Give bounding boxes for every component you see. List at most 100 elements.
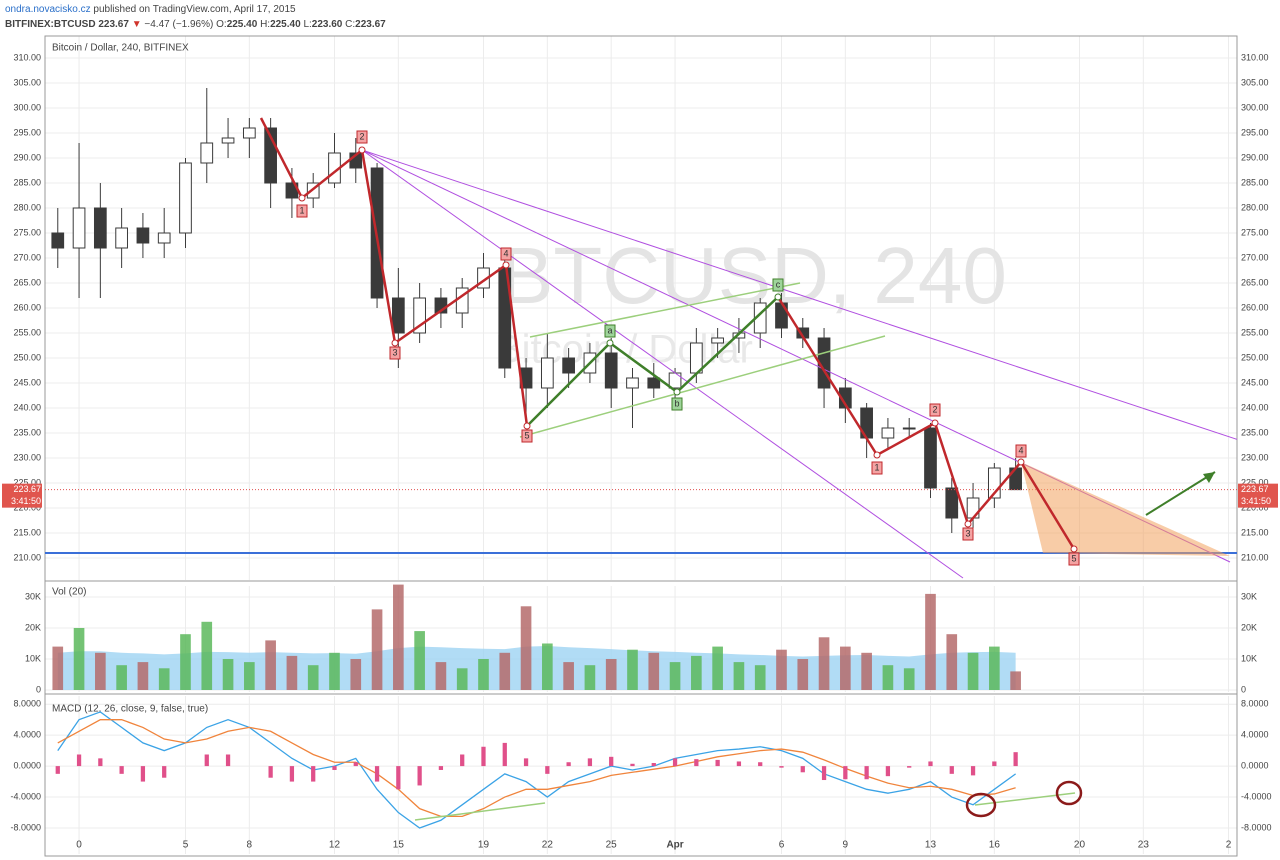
volume-bar [989, 646, 1000, 690]
volume-bar [52, 646, 64, 690]
volume-bar [903, 668, 915, 690]
y-tick-label: 290.00 [1241, 152, 1269, 162]
panes [44, 35, 1238, 857]
histogram-bar [907, 766, 912, 768]
y-tick-label: 4.0000 [13, 730, 41, 740]
channel-line [519, 335, 886, 438]
x-tick-label: 0 [76, 840, 82, 851]
volume-bar [73, 627, 85, 690]
histogram-bar [76, 754, 82, 767]
histogram-bar [758, 762, 763, 767]
volume-bar [627, 649, 638, 690]
wave-label: 2 [359, 131, 364, 141]
frame [44, 35, 1238, 857]
wave-point [502, 261, 510, 269]
y-tick-label: 230.00 [13, 452, 41, 462]
volume-bar [818, 637, 830, 690]
y-tick-label: 295.00 [1241, 127, 1269, 137]
histogram-bar [225, 754, 231, 767]
candle-body [391, 297, 405, 334]
y-tick-label: 245.00 [1241, 377, 1269, 387]
arrow-line [1145, 471, 1216, 516]
histogram-bar [821, 766, 827, 781]
highlight [1055, 780, 1083, 806]
histogram-bar [438, 766, 444, 770]
volume-bar [180, 634, 191, 690]
histogram-bar [374, 766, 380, 782]
y-tick-label: 290.00 [13, 152, 41, 162]
wave-label-box [1015, 444, 1027, 458]
y-tick-label: -4.0000 [10, 791, 41, 801]
down-arrow: ▼ [132, 19, 142, 30]
volume-bar [137, 662, 149, 690]
y-tick-label: 4.0000 [1241, 730, 1269, 740]
macd [55, 711, 1083, 829]
x-tick-label: 20 [1074, 840, 1086, 851]
pane-title: Vol (20) [52, 587, 86, 598]
candle-body [413, 297, 426, 334]
drawings: 1 2 3 4 5 1 2 3 4 5 a b c [259, 117, 1237, 579]
histogram-bar [55, 766, 60, 774]
y-tick-label: 265.00 [1241, 277, 1269, 287]
wave-point [964, 520, 972, 528]
symbol: BITFINEX:BTCUSD [5, 19, 96, 30]
wave-label: 1 [874, 462, 879, 472]
y-tick-label: 225.00 [1241, 477, 1269, 487]
wave-line [259, 117, 529, 427]
volume-bar [435, 662, 447, 690]
symbol-line: BITFINEX:BTCUSD 223.67 ▼ −4.47 (−1.96%) … [5, 19, 386, 30]
candle-body [604, 352, 618, 389]
x-tick-label: 9 [843, 840, 849, 851]
candle-body [136, 227, 150, 244]
volume-bar [712, 646, 723, 690]
projection-area [1021, 462, 1230, 556]
histogram-bar [140, 766, 146, 782]
l-label: L: [303, 19, 311, 30]
x-tick-label: 19 [478, 840, 490, 851]
h-label: H: [260, 19, 270, 30]
histogram-bar [268, 766, 273, 778]
author[interactable]: ondra.novacisko.cz [5, 4, 91, 15]
header-line: ondra.novacisko.cz published on TradingV… [5, 4, 296, 15]
histogram-bar [715, 759, 720, 767]
y-tick-label: 235.00 [13, 427, 41, 437]
y-tick-label: -4.0000 [1241, 791, 1272, 801]
y-tick-label: 250.00 [13, 352, 41, 362]
volume-bar [967, 652, 979, 690]
candle-body [157, 232, 171, 244]
histogram-bar [651, 763, 656, 767]
volume-bar [499, 652, 511, 690]
y-tick-label: 30K [1241, 591, 1257, 601]
candle-body [72, 207, 86, 249]
highlight [965, 792, 997, 818]
histogram-bar [289, 766, 295, 782]
y-tick-label: 240.00 [1241, 402, 1269, 412]
y-tick-label: 260.00 [13, 302, 41, 312]
y-tick-label: -8.0000 [1241, 822, 1272, 832]
wave-label-box [500, 247, 512, 261]
y-tick-label: 30K [25, 591, 41, 601]
countdown: 3:41:50 [11, 496, 41, 506]
volume-bar [691, 655, 702, 690]
y-tick-label: 255.00 [1241, 327, 1269, 337]
volume-bar [201, 621, 213, 690]
x-tick-label: 5 [183, 840, 189, 851]
volume-bar [307, 665, 319, 690]
published: published on TradingView.com, April 17, … [93, 4, 296, 15]
volume-bar [286, 655, 298, 690]
y-tick-label: 310.00 [1241, 52, 1269, 62]
volume-bar [520, 606, 532, 690]
y-tick-label: 0.0000 [1241, 760, 1269, 770]
histogram-bar [353, 762, 358, 767]
histogram-bar [162, 766, 167, 778]
histogram-bar [970, 766, 976, 776]
y-tick-label: 8.0000 [1241, 699, 1269, 709]
histogram-bar [523, 758, 529, 767]
wave-label-box [356, 130, 368, 144]
wave-point [391, 339, 399, 347]
y-tick-label: 275.00 [13, 227, 41, 237]
pane-title: MACD (12, 26, close, 9, false, true) [52, 704, 208, 715]
volume-bar [414, 631, 425, 690]
